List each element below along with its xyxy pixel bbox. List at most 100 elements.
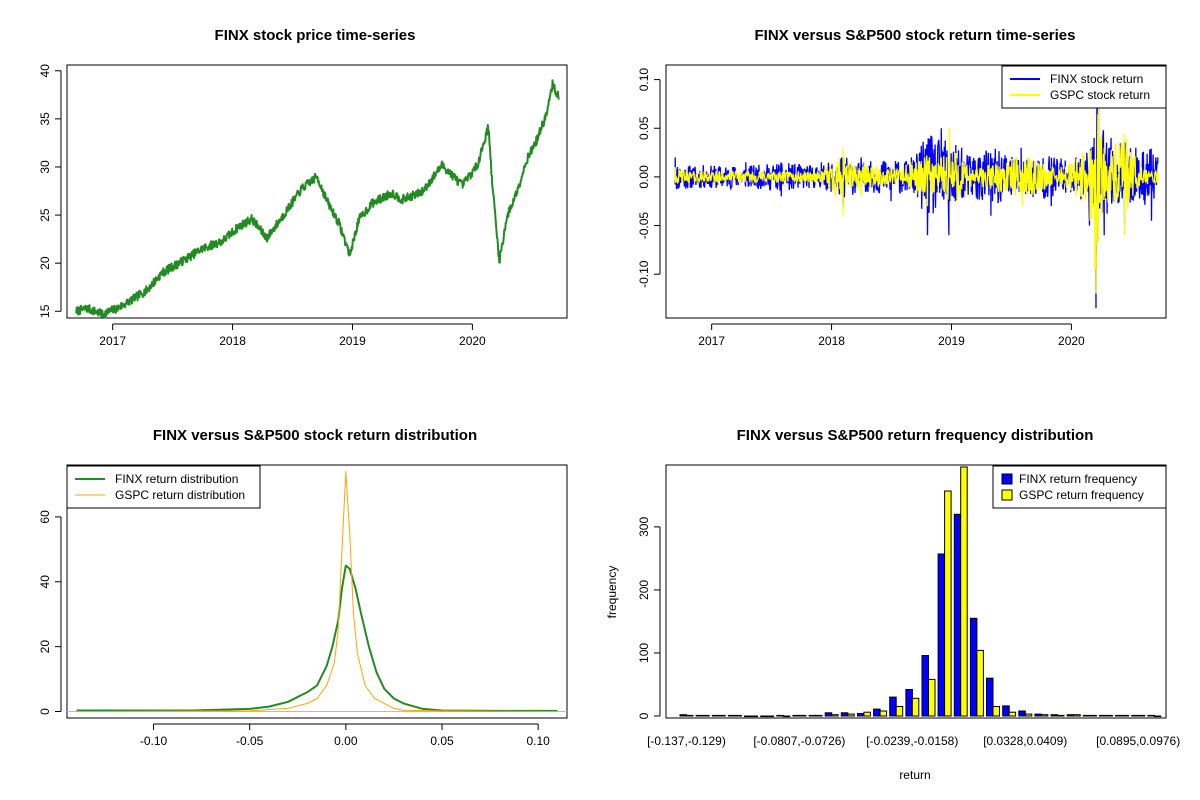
frequency-legend-label: GSPC return frequency bbox=[1019, 488, 1144, 502]
frequency-x-tick-label: [-0.0239,-0.0158) bbox=[866, 734, 958, 748]
frequency-chart-title: FINX versus S&P500 return frequency dist… bbox=[737, 427, 1094, 444]
finx-frequency-bar bbox=[808, 714, 817, 717]
density-plot-frame bbox=[66, 464, 568, 719]
price-x-tick-label: 2018 bbox=[219, 334, 246, 348]
frequency-legend-swatch bbox=[1001, 489, 1013, 501]
gspc-frequency-bar bbox=[815, 714, 823, 717]
price-x-tick-label: 2019 bbox=[339, 334, 366, 348]
returns-legend-label: FINX stock return bbox=[1050, 72, 1143, 86]
finx-frequency-bar bbox=[1082, 714, 1091, 717]
density-y-tick-label: 20 bbox=[38, 640, 52, 654]
returns-y-tick-label: 0.05 bbox=[637, 116, 651, 140]
density-y-tick-label: 0 bbox=[38, 708, 52, 715]
density-x-tick-label: -0.05 bbox=[236, 734, 264, 748]
gspc-frequency-bar bbox=[1073, 714, 1081, 717]
density-legend-box bbox=[66, 465, 261, 509]
gspc-frequency-bar bbox=[976, 649, 984, 717]
finx-frequency-bar bbox=[840, 712, 849, 717]
finx-frequency-bar bbox=[905, 689, 913, 717]
finx-frequency-bar bbox=[857, 713, 865, 717]
returns-x-tick-label: 2020 bbox=[1058, 334, 1085, 348]
frequency-legend-swatch bbox=[1001, 473, 1013, 485]
finx-frequency-bar bbox=[873, 708, 881, 717]
gspc-frequency-bar bbox=[831, 714, 839, 717]
finx-frequency-bar bbox=[1066, 714, 1075, 717]
finx-frequency-bar bbox=[679, 714, 687, 717]
finx-frequency-bar bbox=[744, 715, 752, 718]
frequency-plot-frame bbox=[665, 464, 1167, 719]
price-y-tick-label: 40 bbox=[38, 64, 52, 78]
gspc-frequency-bar bbox=[1040, 714, 1049, 717]
gspc-frequency-bar bbox=[1105, 714, 1113, 717]
returns-y-tick-label: 0.00 bbox=[637, 165, 651, 189]
finx-frequency-bar bbox=[1131, 714, 1139, 717]
finx-price-line bbox=[75, 79, 560, 319]
finx-frequency-bar bbox=[1018, 710, 1026, 717]
frequency-y-tick-label: 0 bbox=[637, 712, 651, 719]
frequency-x-tick-label: [-0.0807,-0.0726) bbox=[753, 734, 845, 748]
returns-x-tick-label: 2019 bbox=[938, 334, 965, 348]
returns-x-tick-label: 2017 bbox=[698, 334, 725, 348]
frequency-y-tick-label: 200 bbox=[637, 580, 651, 600]
gspc-frequency-bar bbox=[1057, 714, 1065, 717]
returns-plot-frame bbox=[665, 64, 1167, 319]
finx-frequency-bar bbox=[953, 513, 962, 717]
gspc-frequency-bar bbox=[928, 678, 936, 717]
frequency-y-tick-label: 300 bbox=[637, 517, 651, 537]
gspc-frequency-bar bbox=[702, 714, 710, 717]
finx-frequency-bar bbox=[921, 655, 929, 717]
frequency-legend-box bbox=[992, 465, 1167, 509]
frequency-y-tick-label: 100 bbox=[637, 643, 651, 663]
gspc-frequency-bar bbox=[750, 715, 758, 718]
finx-frequency-bar bbox=[776, 714, 784, 717]
density-chart-title: FINX versus S&P500 stock return distribu… bbox=[153, 427, 477, 444]
frequency-x-tick-label: [-0.137,-0.129) bbox=[647, 734, 726, 748]
price-x-tick-label: 2017 bbox=[99, 334, 126, 348]
finx-frequency-bar bbox=[1050, 714, 1059, 717]
density-legend-label: GSPC return distribution bbox=[115, 488, 245, 502]
gspc-frequency-bar bbox=[686, 714, 694, 717]
price-y-tick-label: 30 bbox=[38, 160, 52, 174]
price-y-tick-label: 20 bbox=[38, 256, 52, 270]
gspc-frequency-bar bbox=[718, 714, 726, 717]
price-plot-frame bbox=[66, 64, 568, 319]
finx-frequency-bar bbox=[1099, 714, 1107, 717]
frequency-y-axis-label: frequency bbox=[605, 566, 619, 619]
gspc-frequency-bar bbox=[1153, 715, 1162, 718]
density-x-tick-label: -0.10 bbox=[140, 734, 168, 748]
frequency-chart-panel: FINX versus S&P500 return frequency dist… bbox=[605, 427, 1180, 782]
gspc-frequency-bar bbox=[1008, 711, 1017, 717]
price-chart-title: FINX stock price time-series bbox=[215, 27, 416, 44]
gspc-frequency-bar bbox=[1024, 713, 1033, 717]
finx-frequency-bar bbox=[937, 553, 946, 717]
finx-frequency-bar bbox=[711, 714, 720, 717]
frequency-x-tick-label: [0.0328,0.0409) bbox=[983, 734, 1067, 748]
returns-y-tick-label: -0.05 bbox=[637, 212, 651, 240]
gspc-frequency-bar bbox=[734, 714, 742, 717]
gspc-frequency-bar bbox=[1121, 714, 1130, 717]
density-y-tick-label: 40 bbox=[38, 575, 52, 589]
density-chart-panel: FINX versus S&P500 stock return distribu… bbox=[38, 427, 568, 748]
finx-frequency-bar bbox=[695, 714, 704, 717]
gspc-frequency-bar bbox=[782, 715, 791, 718]
finx-frequency-bar bbox=[889, 696, 897, 717]
gspc-frequency-bar bbox=[1089, 714, 1097, 717]
gspc-frequency-bar bbox=[960, 466, 968, 717]
price-y-tick-label: 15 bbox=[38, 304, 52, 318]
finx-frequency-bar bbox=[824, 712, 833, 717]
gspc-density-line bbox=[76, 471, 558, 712]
frequency-x-axis-label: return bbox=[899, 768, 930, 782]
finx-frequency-bar bbox=[792, 714, 800, 717]
gspc-frequency-bar bbox=[895, 706, 904, 717]
finx-frequency-bar bbox=[1147, 714, 1155, 717]
finx-frequency-bar bbox=[760, 715, 768, 718]
finx-frequency-bar bbox=[1002, 705, 1010, 717]
returns-legend-box bbox=[1001, 65, 1167, 109]
finx-frequency-bar bbox=[986, 677, 994, 717]
gspc-frequency-bar bbox=[863, 711, 871, 717]
price-x-tick-label: 2020 bbox=[459, 334, 486, 348]
finx-return-line bbox=[674, 89, 1159, 309]
gspc-frequency-bar bbox=[992, 706, 1000, 717]
finx-frequency-bar bbox=[969, 617, 978, 717]
